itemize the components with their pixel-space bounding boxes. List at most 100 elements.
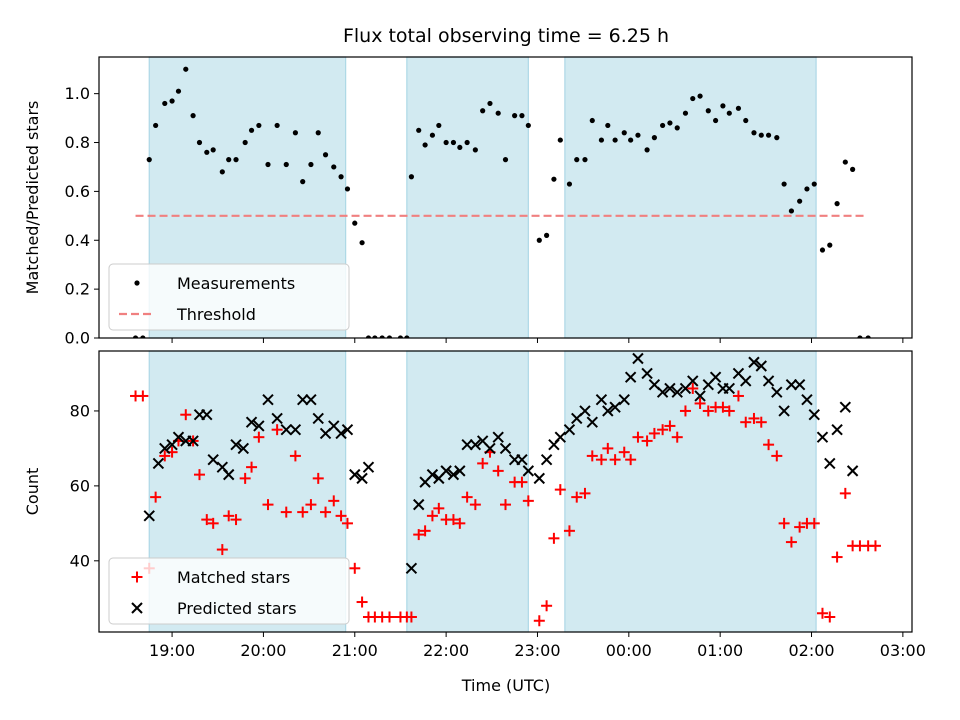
- data-point: [386, 335, 393, 338]
- data-point: [204, 149, 210, 155]
- data-point: [308, 161, 314, 168]
- data-point: [242, 139, 248, 146]
- data-point-plus: [413, 529, 425, 541]
- data-point: [436, 122, 442, 129]
- data-point-plus: [632, 431, 644, 443]
- data-point: [811, 181, 817, 187]
- data-point-x-b: [846, 465, 859, 477]
- data-point-plus: [341, 517, 353, 529]
- data-point-plus: [778, 517, 790, 529]
- data-point: [422, 142, 428, 148]
- data-point-x: [349, 468, 361, 481]
- data-point-plus: [869, 540, 881, 552]
- data-point-x-b: [602, 405, 614, 417]
- plot-area: [132, 66, 871, 338]
- data-point: [450, 139, 457, 146]
- data-point: [233, 157, 239, 163]
- data-point-x-b: [492, 431, 504, 443]
- data-point: [651, 135, 657, 141]
- data-point-x-b: [426, 468, 439, 481]
- x-tick-label: 23:00: [514, 641, 560, 660]
- data-point-x-b: [356, 472, 368, 485]
- data-point: [612, 137, 618, 143]
- data-point-x-b: [632, 352, 644, 365]
- x-tick-label: 20:00: [240, 641, 286, 660]
- data-point-plus: [694, 397, 706, 409]
- data-point-plus: [356, 596, 368, 608]
- data-point-plus: [755, 416, 767, 428]
- data-point-plus: [246, 461, 258, 473]
- data-point: [359, 240, 365, 246]
- y-tick-label: 40: [70, 551, 90, 570]
- x-tick-label: 22:00: [423, 641, 469, 660]
- data-point-x: [492, 431, 504, 443]
- data-point-plus: [671, 431, 683, 443]
- data-point-plus: [328, 495, 340, 507]
- data-point: [842, 159, 848, 165]
- data-point: [713, 117, 719, 124]
- data-point-x: [152, 457, 165, 470]
- legend: Matched stars Predicted stars: [108, 557, 350, 625]
- data-point-x: [846, 465, 859, 477]
- data-point-x-b: [522, 465, 535, 477]
- data-point-x: [579, 405, 591, 417]
- y-tick-label: 80: [70, 401, 90, 420]
- axes-frame: [98, 350, 913, 633]
- data-point-plus: [433, 502, 445, 514]
- data-point-x: [801, 393, 813, 406]
- data-point-plus: [150, 491, 162, 503]
- data-point: [338, 174, 344, 180]
- data-point: [726, 110, 732, 116]
- data-point: [667, 120, 673, 126]
- data-point-plus: [657, 424, 669, 436]
- data-point-x-b: [143, 510, 155, 522]
- data-point-x-b: [540, 453, 553, 466]
- data-point-x: [230, 438, 242, 451]
- data-point-plus: [500, 499, 511, 511]
- data-point: [352, 220, 358, 226]
- data-point: [464, 139, 470, 146]
- data-point-plus: [732, 390, 744, 402]
- data-point: [219, 169, 225, 175]
- data-point-plus: [785, 536, 797, 548]
- data-point-x-b: [709, 371, 722, 383]
- data-point-plus: [839, 487, 851, 499]
- data-point-plus: [230, 514, 242, 526]
- data-point-x: [201, 408, 213, 421]
- data-point-x: [671, 386, 683, 398]
- data-point-x-b: [618, 393, 630, 406]
- data-point-x-b: [671, 386, 683, 398]
- data-point-x: [172, 431, 185, 443]
- data-point-x: [740, 375, 752, 387]
- data-point: [365, 335, 372, 338]
- data-point-plus: [461, 491, 473, 503]
- data-point-plus: [271, 424, 283, 436]
- data-point-plus: [771, 450, 783, 462]
- data-point-plus: [383, 611, 395, 623]
- data-point-x: [641, 367, 653, 380]
- data-point: [322, 152, 329, 158]
- chart-title: Flux total observing time = 6.25 h: [343, 25, 669, 47]
- y-tick-label: 1.0: [65, 84, 90, 103]
- data-point-plus: [159, 450, 171, 462]
- data-point-plus: [454, 517, 466, 529]
- legend-label: Predicted stars: [177, 599, 297, 618]
- data-point-x: [609, 401, 621, 413]
- data-point-x-b: [159, 442, 171, 455]
- observing-window-2: [406, 56, 529, 339]
- data-point: [512, 113, 518, 119]
- data-point-x: [563, 423, 576, 436]
- data-point: [344, 186, 351, 192]
- data-point: [283, 161, 289, 168]
- data-point-plus: [794, 521, 806, 533]
- data-point-plus: [262, 499, 274, 511]
- data-point-plus: [609, 454, 621, 466]
- data-point-plus: [586, 450, 598, 462]
- data-point: [146, 157, 152, 163]
- data-point: [404, 335, 410, 338]
- data-point-x-b: [253, 420, 265, 432]
- legend-marker: [134, 280, 140, 286]
- data-point-x-b: [664, 382, 676, 395]
- data-point-x-b: [516, 453, 528, 466]
